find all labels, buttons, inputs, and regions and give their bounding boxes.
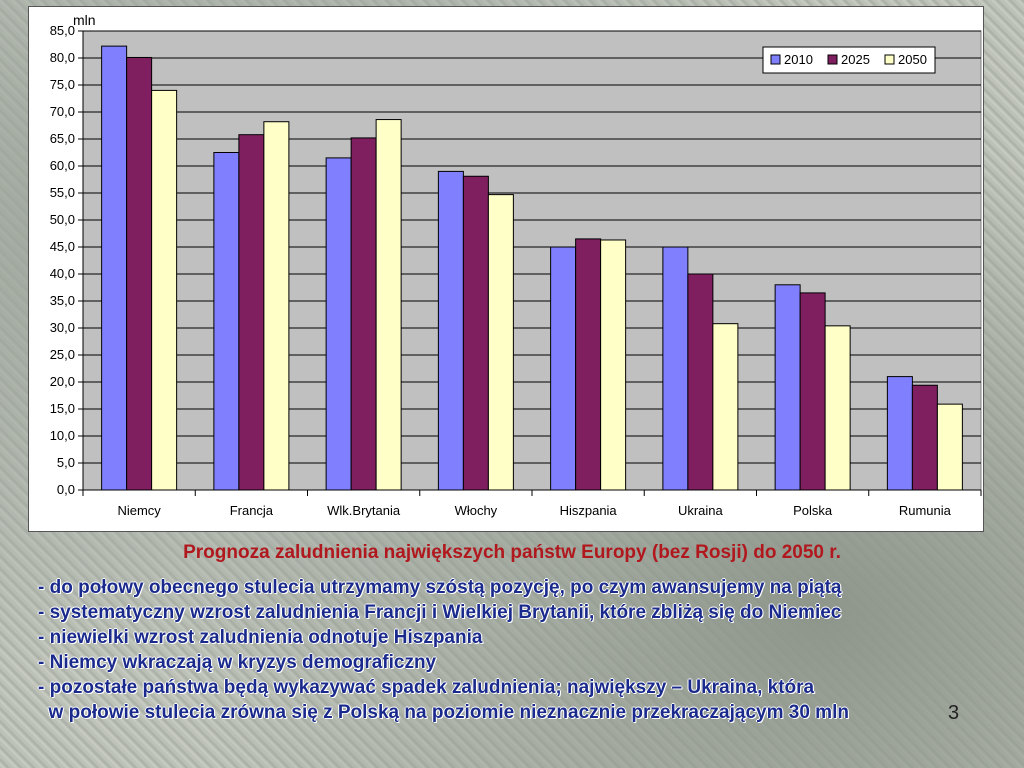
y-tick-label: 0,0 (57, 482, 75, 497)
bar-2025 (126, 56, 153, 491)
y-tick-label: 60,0 (50, 158, 75, 173)
bar-2025 (462, 175, 489, 491)
legend-swatch-2025 (827, 54, 838, 65)
population-bar-chart: 0,0 5,0 10,0 15,0 20,0 25,0 30,0 35,0 40,0 45,0 50… (50, 12, 982, 518)
y-axis-title: mln (73, 12, 96, 28)
x-tick-label: Polska (793, 503, 833, 518)
y-tick-label: 5,0 (57, 455, 75, 470)
bullet-line: - niewielki wzrost zaludnienia odnotuje … (38, 627, 483, 648)
y-tick-label: 35,0 (50, 293, 75, 308)
bar-2025 (687, 273, 714, 491)
legend-swatch-2010 (770, 54, 781, 65)
x-tick-label: Niemcy (117, 503, 161, 518)
bar-2010 (101, 45, 128, 491)
bullet-line: w połowie stulecia zrówna się z Polską n… (38, 702, 849, 723)
bar-2025 (238, 134, 265, 491)
x-tick-label: Hiszpania (560, 503, 618, 518)
bar-2050 (375, 119, 402, 491)
bar-2050 (151, 89, 178, 491)
bullet-line: - do połowy obecnego stulecia utrzymamy … (38, 577, 842, 598)
bar-2050 (263, 121, 290, 491)
y-tick-label: 70,0 (50, 104, 75, 119)
bar-2050 (712, 323, 739, 491)
y-tick-label: 10,0 (50, 428, 75, 443)
bar-2010 (437, 170, 464, 491)
bar-2025 (350, 137, 377, 491)
y-tick-label: 45,0 (50, 239, 75, 254)
y-tick-label: 30,0 (50, 320, 75, 335)
y-tick-label: 85,0 (50, 23, 75, 38)
y-tick-label: 15,0 (50, 401, 75, 416)
y-tick-label: 80,0 (50, 50, 75, 65)
legend-box (762, 46, 936, 74)
legend-label: 2010 (784, 52, 813, 67)
chart-panel: 0,0 5,0 10,0 15,0 20,0 25,0 30,0 35,0 40,0 45,0 50… (28, 6, 984, 532)
bar-2010 (774, 284, 801, 491)
y-tick-label: 65,0 (50, 131, 75, 146)
legend-label: 2050 (898, 52, 927, 67)
x-tick-label: Francja (230, 503, 274, 518)
bullet-line: - Niemcy wkraczają w kryzys demograficzn… (38, 652, 437, 673)
y-tick-label: 55,0 (50, 185, 75, 200)
bar-2025 (575, 238, 602, 491)
y-tick-label: 20,0 (50, 374, 75, 389)
bar-2010 (325, 157, 352, 491)
y-tick-label: 40,0 (50, 266, 75, 281)
bar-2050 (600, 239, 627, 491)
y-tick-label: 50,0 (50, 212, 75, 227)
page-number: 3 (948, 702, 960, 724)
bar-2050 (487, 194, 514, 491)
x-tick-label: Ukraina (678, 503, 724, 518)
bar-2025 (799, 292, 826, 491)
bar-2050 (936, 403, 963, 491)
x-tick-label: Wlk.Brytania (327, 503, 401, 518)
y-tick-label: 75,0 (50, 77, 75, 92)
bar-2050 (824, 325, 851, 491)
bar-2010 (662, 246, 689, 491)
bar-2010 (213, 152, 240, 491)
bar-2025 (911, 384, 938, 491)
x-tick-label: Rumunia (899, 503, 952, 518)
bullet-line: - systematyczny wzrost zaludnienia Franc… (38, 602, 842, 623)
y-tick-label: 25,0 (50, 347, 75, 362)
bar-2010 (886, 376, 913, 491)
bullet-line: - pozostałe państwa będą wykazywać spade… (38, 677, 815, 698)
bullet-list: - do połowy obecnego stulecia utrzymamy … (38, 575, 1018, 725)
legend-label: 2025 (841, 52, 870, 67)
bar-2010 (550, 246, 577, 491)
x-tick-label: Włochy (455, 503, 498, 518)
legend-swatch-2050 (884, 54, 895, 65)
chart-caption: Prognoza zaludnienia największych państw… (183, 542, 841, 563)
